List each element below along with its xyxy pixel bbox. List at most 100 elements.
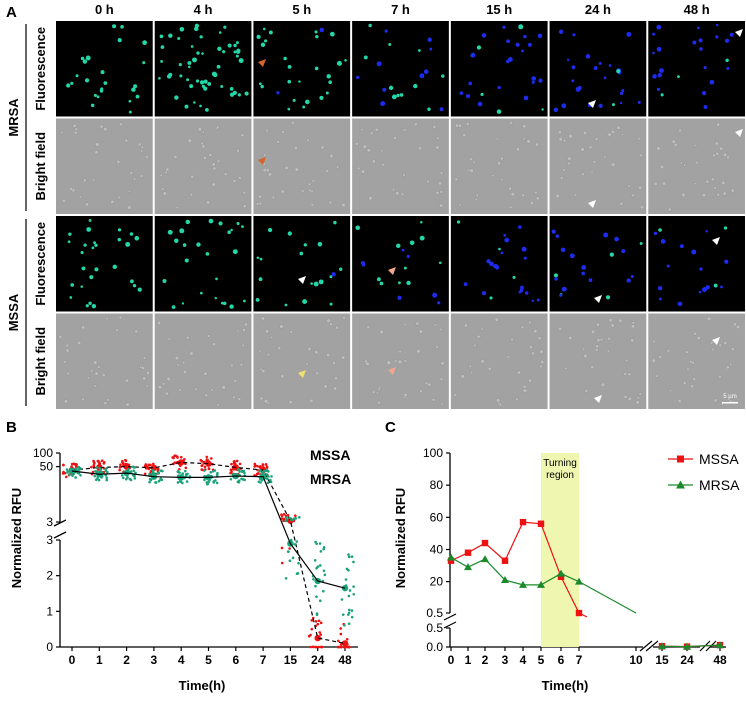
x-tick-label: 48 bbox=[338, 653, 352, 667]
cell-dot bbox=[480, 92, 484, 97]
cell-outline bbox=[685, 350, 689, 354]
cell-outline bbox=[522, 388, 528, 393]
data-point-mssa bbox=[253, 462, 257, 466]
micrograph-tile bbox=[450, 21, 548, 117]
cell-outline bbox=[307, 182, 312, 187]
series-tail-mrsa bbox=[578, 581, 637, 614]
cell-dot bbox=[260, 42, 266, 47]
data-marker-mrsa bbox=[481, 555, 489, 563]
cell-outline bbox=[232, 395, 236, 400]
cell-dot bbox=[679, 244, 684, 249]
cell-outline bbox=[127, 189, 131, 193]
cell-dot bbox=[314, 66, 319, 71]
cell-outline bbox=[379, 329, 384, 335]
cell-outline bbox=[476, 334, 481, 339]
cell-outline bbox=[596, 322, 600, 327]
cell-dot bbox=[652, 74, 657, 79]
cell-outline bbox=[270, 335, 273, 339]
cell-dot bbox=[621, 88, 625, 93]
data-marker-mrsa bbox=[519, 580, 527, 588]
mean-point-mssa bbox=[314, 634, 321, 642]
cell-dot bbox=[388, 43, 392, 46]
data-point-mssa bbox=[90, 465, 93, 469]
cell-dot bbox=[541, 108, 544, 111]
data-point-mrsa bbox=[242, 469, 246, 473]
cell-dot bbox=[256, 256, 260, 260]
cell-dot bbox=[696, 26, 700, 30]
cell-outline bbox=[259, 396, 264, 401]
cell-dot bbox=[666, 264, 670, 268]
cell-dot bbox=[232, 249, 238, 255]
data-point-mrsa bbox=[347, 555, 351, 559]
y-tick-label: 0 bbox=[46, 640, 53, 654]
cell-outline bbox=[583, 353, 588, 359]
cell-outline bbox=[725, 365, 730, 370]
data-point-mssa bbox=[229, 468, 233, 472]
data-point-mssa bbox=[280, 517, 284, 520]
cell-outline bbox=[440, 402, 444, 406]
cell-outline bbox=[140, 149, 144, 153]
micrograph-tile bbox=[648, 118, 745, 214]
micrograph-tile bbox=[56, 216, 153, 312]
cell-dot bbox=[184, 104, 189, 109]
cell-outline bbox=[715, 151, 720, 156]
cell-outline bbox=[90, 369, 94, 373]
arrowhead-icon bbox=[388, 367, 396, 375]
cell-dot bbox=[329, 275, 333, 279]
cell-dot bbox=[283, 56, 287, 61]
cell-dot bbox=[382, 87, 387, 92]
micrograph-tile bbox=[352, 313, 449, 409]
cell-outline bbox=[701, 193, 707, 198]
cell-outline bbox=[494, 317, 499, 322]
cell-outline bbox=[474, 198, 478, 202]
cell-outline bbox=[145, 384, 149, 388]
cell-outline bbox=[567, 156, 572, 161]
cell-outline bbox=[258, 349, 262, 353]
micrograph-tile bbox=[648, 21, 745, 117]
cell-dot bbox=[205, 107, 209, 112]
cell-dot bbox=[100, 70, 105, 75]
cell-dot bbox=[520, 285, 524, 290]
cell-dot bbox=[538, 78, 543, 83]
micrograph-tile bbox=[549, 313, 647, 409]
cell-dot bbox=[463, 282, 468, 287]
cell-outline bbox=[637, 137, 641, 141]
data-point-mssa bbox=[151, 462, 155, 466]
axis-break bbox=[53, 531, 67, 539]
data-point-mssa bbox=[147, 463, 150, 467]
cell-outline bbox=[77, 340, 82, 345]
cell-outline bbox=[161, 187, 165, 191]
cell-dot bbox=[70, 283, 75, 287]
tile-background bbox=[549, 216, 647, 312]
data-point-mssa bbox=[102, 460, 106, 464]
cell-outline bbox=[692, 377, 697, 381]
cell-outline bbox=[395, 191, 400, 196]
data-point-mrsa bbox=[206, 482, 209, 486]
cell-outline bbox=[418, 329, 423, 334]
cell-dot bbox=[660, 93, 664, 97]
cell-dot bbox=[417, 49, 421, 52]
cell-outline bbox=[721, 180, 726, 186]
cell-outline bbox=[369, 131, 374, 135]
cell-dot bbox=[419, 235, 425, 241]
cell-dot bbox=[178, 63, 182, 67]
cell-dot bbox=[388, 85, 394, 91]
cell-dot bbox=[91, 303, 97, 309]
cell-dot bbox=[220, 301, 224, 305]
data-point-mrsa bbox=[126, 467, 130, 471]
cell-outline bbox=[539, 349, 544, 354]
cell-dot bbox=[626, 32, 631, 37]
cell-outline bbox=[103, 401, 108, 405]
cell-outline bbox=[366, 148, 371, 153]
cell-outline bbox=[140, 145, 144, 150]
cell-dot bbox=[376, 61, 382, 67]
cell-outline bbox=[360, 169, 366, 174]
cell-outline bbox=[271, 195, 276, 200]
cell-dot bbox=[396, 93, 400, 98]
data-point-mrsa bbox=[288, 559, 292, 563]
data-point-mssa bbox=[238, 462, 242, 466]
legend-mssa: MSSA bbox=[699, 451, 739, 467]
data-point-mrsa bbox=[236, 468, 240, 471]
data-point-mrsa bbox=[315, 613, 319, 617]
cell-outline bbox=[607, 132, 612, 137]
